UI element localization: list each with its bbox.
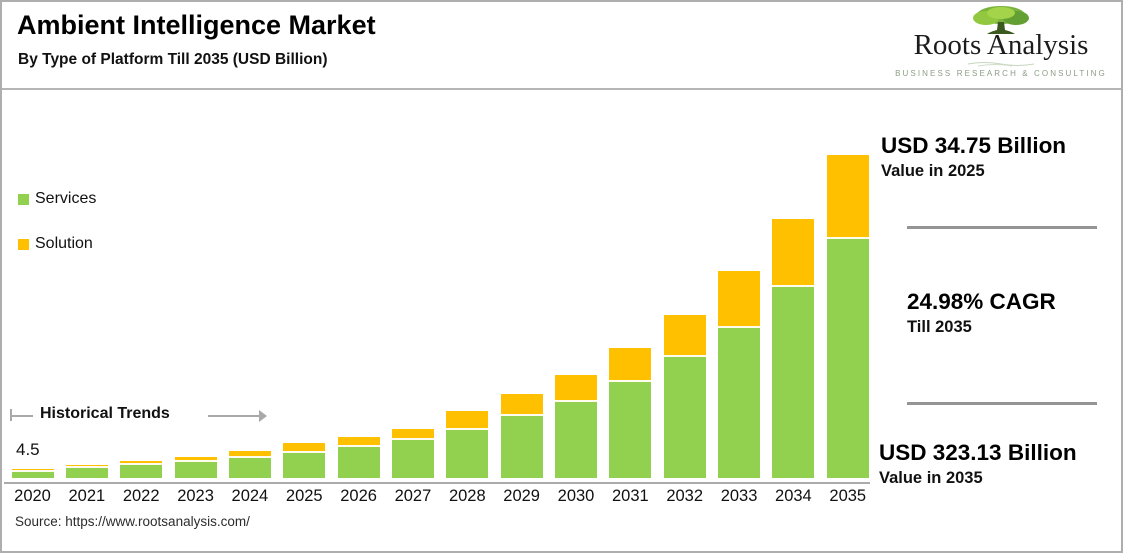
- bar-segment-services-2035: [826, 239, 869, 478]
- x-label-2025: 2025: [285, 487, 323, 505]
- callout-2025-value: USD 34.75 Billion Value in 2025: [881, 133, 1066, 181]
- callout-value: 24.98% CAGR: [907, 289, 1056, 314]
- bar-segment-solution-2032: [663, 314, 706, 357]
- bar-segment-solution-2031: [609, 347, 652, 382]
- right-arrow-icon: [259, 410, 267, 422]
- x-label-2020: 2020: [14, 487, 51, 505]
- divider-line: [907, 226, 1097, 229]
- bar-segment-solution-2025: [283, 443, 326, 453]
- bar-segment-solution-2026: [337, 437, 380, 447]
- historical-trends-label: Historical Trends: [40, 405, 170, 422]
- divider-line: [907, 402, 1097, 405]
- bar-segment-services-2025: [283, 452, 326, 478]
- bar-segment-solution-2022: [120, 461, 163, 466]
- bar-segment-solution-2028: [446, 411, 489, 430]
- solution-swatch: [18, 238, 29, 250]
- bar-segment-services-2024: [228, 458, 271, 478]
- page-title: Ambient Intelligence Market: [17, 10, 376, 40]
- x-label-2030: 2030: [557, 487, 595, 505]
- bar-2032: [663, 314, 706, 478]
- bar-2033: [718, 271, 761, 478]
- bar-segment-services-2030: [555, 402, 597, 478]
- bar-segment-services-2026: [337, 447, 380, 478]
- services-swatch: [18, 193, 29, 205]
- callout-caption: Value in 2025: [881, 162, 985, 180]
- source-note: Source: https://www.rootsanalysis.com/: [15, 514, 250, 529]
- legend-label-solution: Solution: [35, 235, 93, 252]
- right-arrow-line: [208, 415, 260, 417]
- bar-2022: [120, 461, 163, 478]
- bar-segment-solution-2029: [500, 393, 543, 416]
- bar-2023: [174, 457, 217, 478]
- bar-segment-services-2020: [11, 471, 54, 478]
- legend-item-services: Services: [18, 190, 96, 208]
- bar-segment-services-2022: [120, 465, 163, 478]
- legend-item-solution: Solution: [18, 235, 93, 253]
- x-label-2033: 2033: [720, 487, 758, 505]
- x-label-2021: 2021: [68, 487, 106, 505]
- logo-tagline: BUSINESS RESEARCH & CONSULTING: [895, 69, 1107, 78]
- x-axis-line: [4, 482, 870, 484]
- bar-segment-services-2032: [663, 357, 706, 478]
- x-label-2034: 2034: [775, 487, 812, 505]
- bar-2026: [337, 437, 380, 478]
- bar-segment-solution-2023: [174, 457, 217, 462]
- bar-2025: [283, 443, 326, 478]
- first-bar-value-label: 4.5: [16, 440, 40, 459]
- callout-2035-value: USD 323.13 Billion Value in 2035: [879, 440, 1077, 488]
- logo-roots-flourish-icon: [967, 62, 1035, 67]
- callout-value: USD 34.75 Billion: [881, 133, 1067, 158]
- callout-value: USD 323.13 Billion: [879, 440, 1077, 465]
- x-label-2024: 2024: [231, 487, 269, 505]
- bar-segment-services-2031: [609, 382, 652, 478]
- bar-segment-services-2023: [174, 462, 217, 478]
- bar-segment-solution-2034: [772, 219, 815, 287]
- logo-wordmark: Roots Analysis: [913, 29, 1089, 61]
- bar-segment-solution-2033: [718, 271, 761, 328]
- bar-2020: [11, 469, 54, 478]
- x-label-2028: 2028: [448, 487, 486, 505]
- bar-2035: [826, 154, 869, 478]
- bar-2024: [228, 451, 271, 478]
- x-label-2032: 2032: [666, 487, 704, 505]
- bar-segment-solution-2024: [228, 451, 271, 458]
- bar-2021: [65, 465, 108, 478]
- bar-segment-solution-2035: [826, 154, 869, 239]
- bar-segment-services-2029: [500, 416, 543, 478]
- x-label-2031: 2031: [611, 487, 649, 505]
- legend-label-services: Services: [35, 190, 97, 207]
- bar-2030: [555, 374, 597, 478]
- x-label-2023: 2023: [177, 487, 214, 505]
- bar-2029: [500, 393, 543, 478]
- bar-segment-solution-2021: [65, 465, 108, 469]
- bar-segment-solution-2020: [11, 469, 54, 472]
- bar-2034: [772, 219, 815, 478]
- roots-analysis-logo: Roots Analysis BUSINESS RESEARCH & CONSU…: [895, 5, 1107, 78]
- bar-segment-services-2034: [772, 287, 815, 478]
- bar-segment-services-2028: [446, 430, 489, 478]
- bar-2028: [446, 411, 489, 478]
- bar-segment-solution-2027: [391, 428, 434, 440]
- x-label-2029: 2029: [503, 487, 540, 505]
- callout-caption: Value in 2035: [879, 469, 983, 487]
- bar-segment-services-2033: [718, 328, 761, 478]
- bar-segment-services-2027: [391, 440, 434, 478]
- x-label-2026: 2026: [340, 487, 377, 505]
- x-label-2035: 2035: [829, 487, 867, 505]
- callout-caption: Till 2035: [907, 318, 972, 336]
- header: Ambient Intelligence Market By Type of P…: [2, 2, 1121, 90]
- bar-segment-services-2021: [65, 468, 108, 478]
- bar-segment-solution-2030: [555, 374, 597, 402]
- x-label-2027: 2027: [394, 487, 432, 505]
- tree-icon: [973, 6, 1029, 34]
- start-tick-line: [11, 415, 33, 417]
- bar-2031: [609, 347, 652, 478]
- x-label-2022: 2022: [122, 487, 160, 505]
- callout-cagr: 24.98% CAGR Till 2035: [907, 289, 1056, 337]
- bar-2027: [391, 428, 434, 478]
- page-subtitle: By Type of Platform Till 2035 (USD Billi…: [18, 51, 328, 68]
